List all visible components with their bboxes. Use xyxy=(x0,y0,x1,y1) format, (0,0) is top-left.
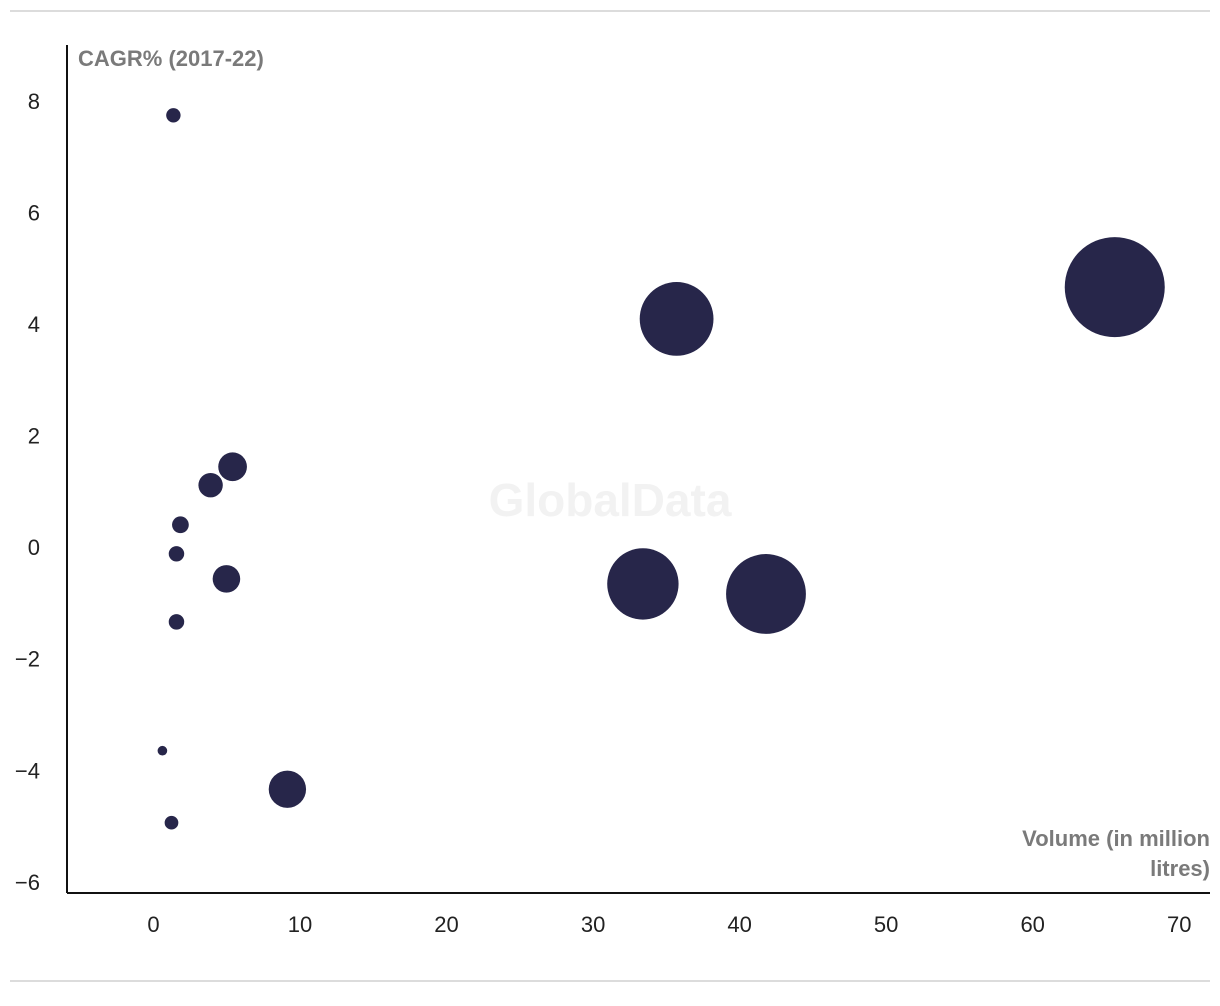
bubble xyxy=(218,452,247,482)
x-tick-label: 30 xyxy=(581,912,605,937)
bubble xyxy=(607,548,679,620)
bubble xyxy=(639,282,714,356)
bubble xyxy=(268,770,307,808)
y-tick-label: 2 xyxy=(28,424,40,449)
x-tick-label: 60 xyxy=(1020,912,1044,937)
y-tick-label: 8 xyxy=(28,89,40,114)
bubble xyxy=(726,554,806,634)
y-tick-label: −2 xyxy=(15,647,40,672)
y-tick-label: 6 xyxy=(28,200,40,225)
y-axis-label: CAGR% (2017-22) xyxy=(78,46,264,71)
x-tick-label: 0 xyxy=(147,912,159,937)
bubble xyxy=(157,745,168,756)
bubble xyxy=(1064,237,1165,338)
x-tick-label: 40 xyxy=(727,912,751,937)
x-axis-label: Volume (in million litres) xyxy=(1022,826,1210,881)
bubble xyxy=(198,472,223,498)
bubble xyxy=(212,565,241,593)
x-tick-label: 10 xyxy=(288,912,312,937)
y-tick-label: 4 xyxy=(28,312,40,337)
y-tick-label: −6 xyxy=(15,870,40,895)
bubble xyxy=(172,516,189,534)
bubble xyxy=(164,815,179,830)
bubble xyxy=(168,614,185,630)
x-tick-label: 50 xyxy=(874,912,898,937)
watermark: GlobalData xyxy=(489,474,732,526)
x-tick-label: 20 xyxy=(434,912,458,937)
y-tick-label: −4 xyxy=(15,758,40,783)
bubble xyxy=(166,108,181,123)
x-tick-label: 70 xyxy=(1167,912,1191,937)
y-tick-label: 0 xyxy=(28,535,40,560)
bubble xyxy=(168,546,185,562)
